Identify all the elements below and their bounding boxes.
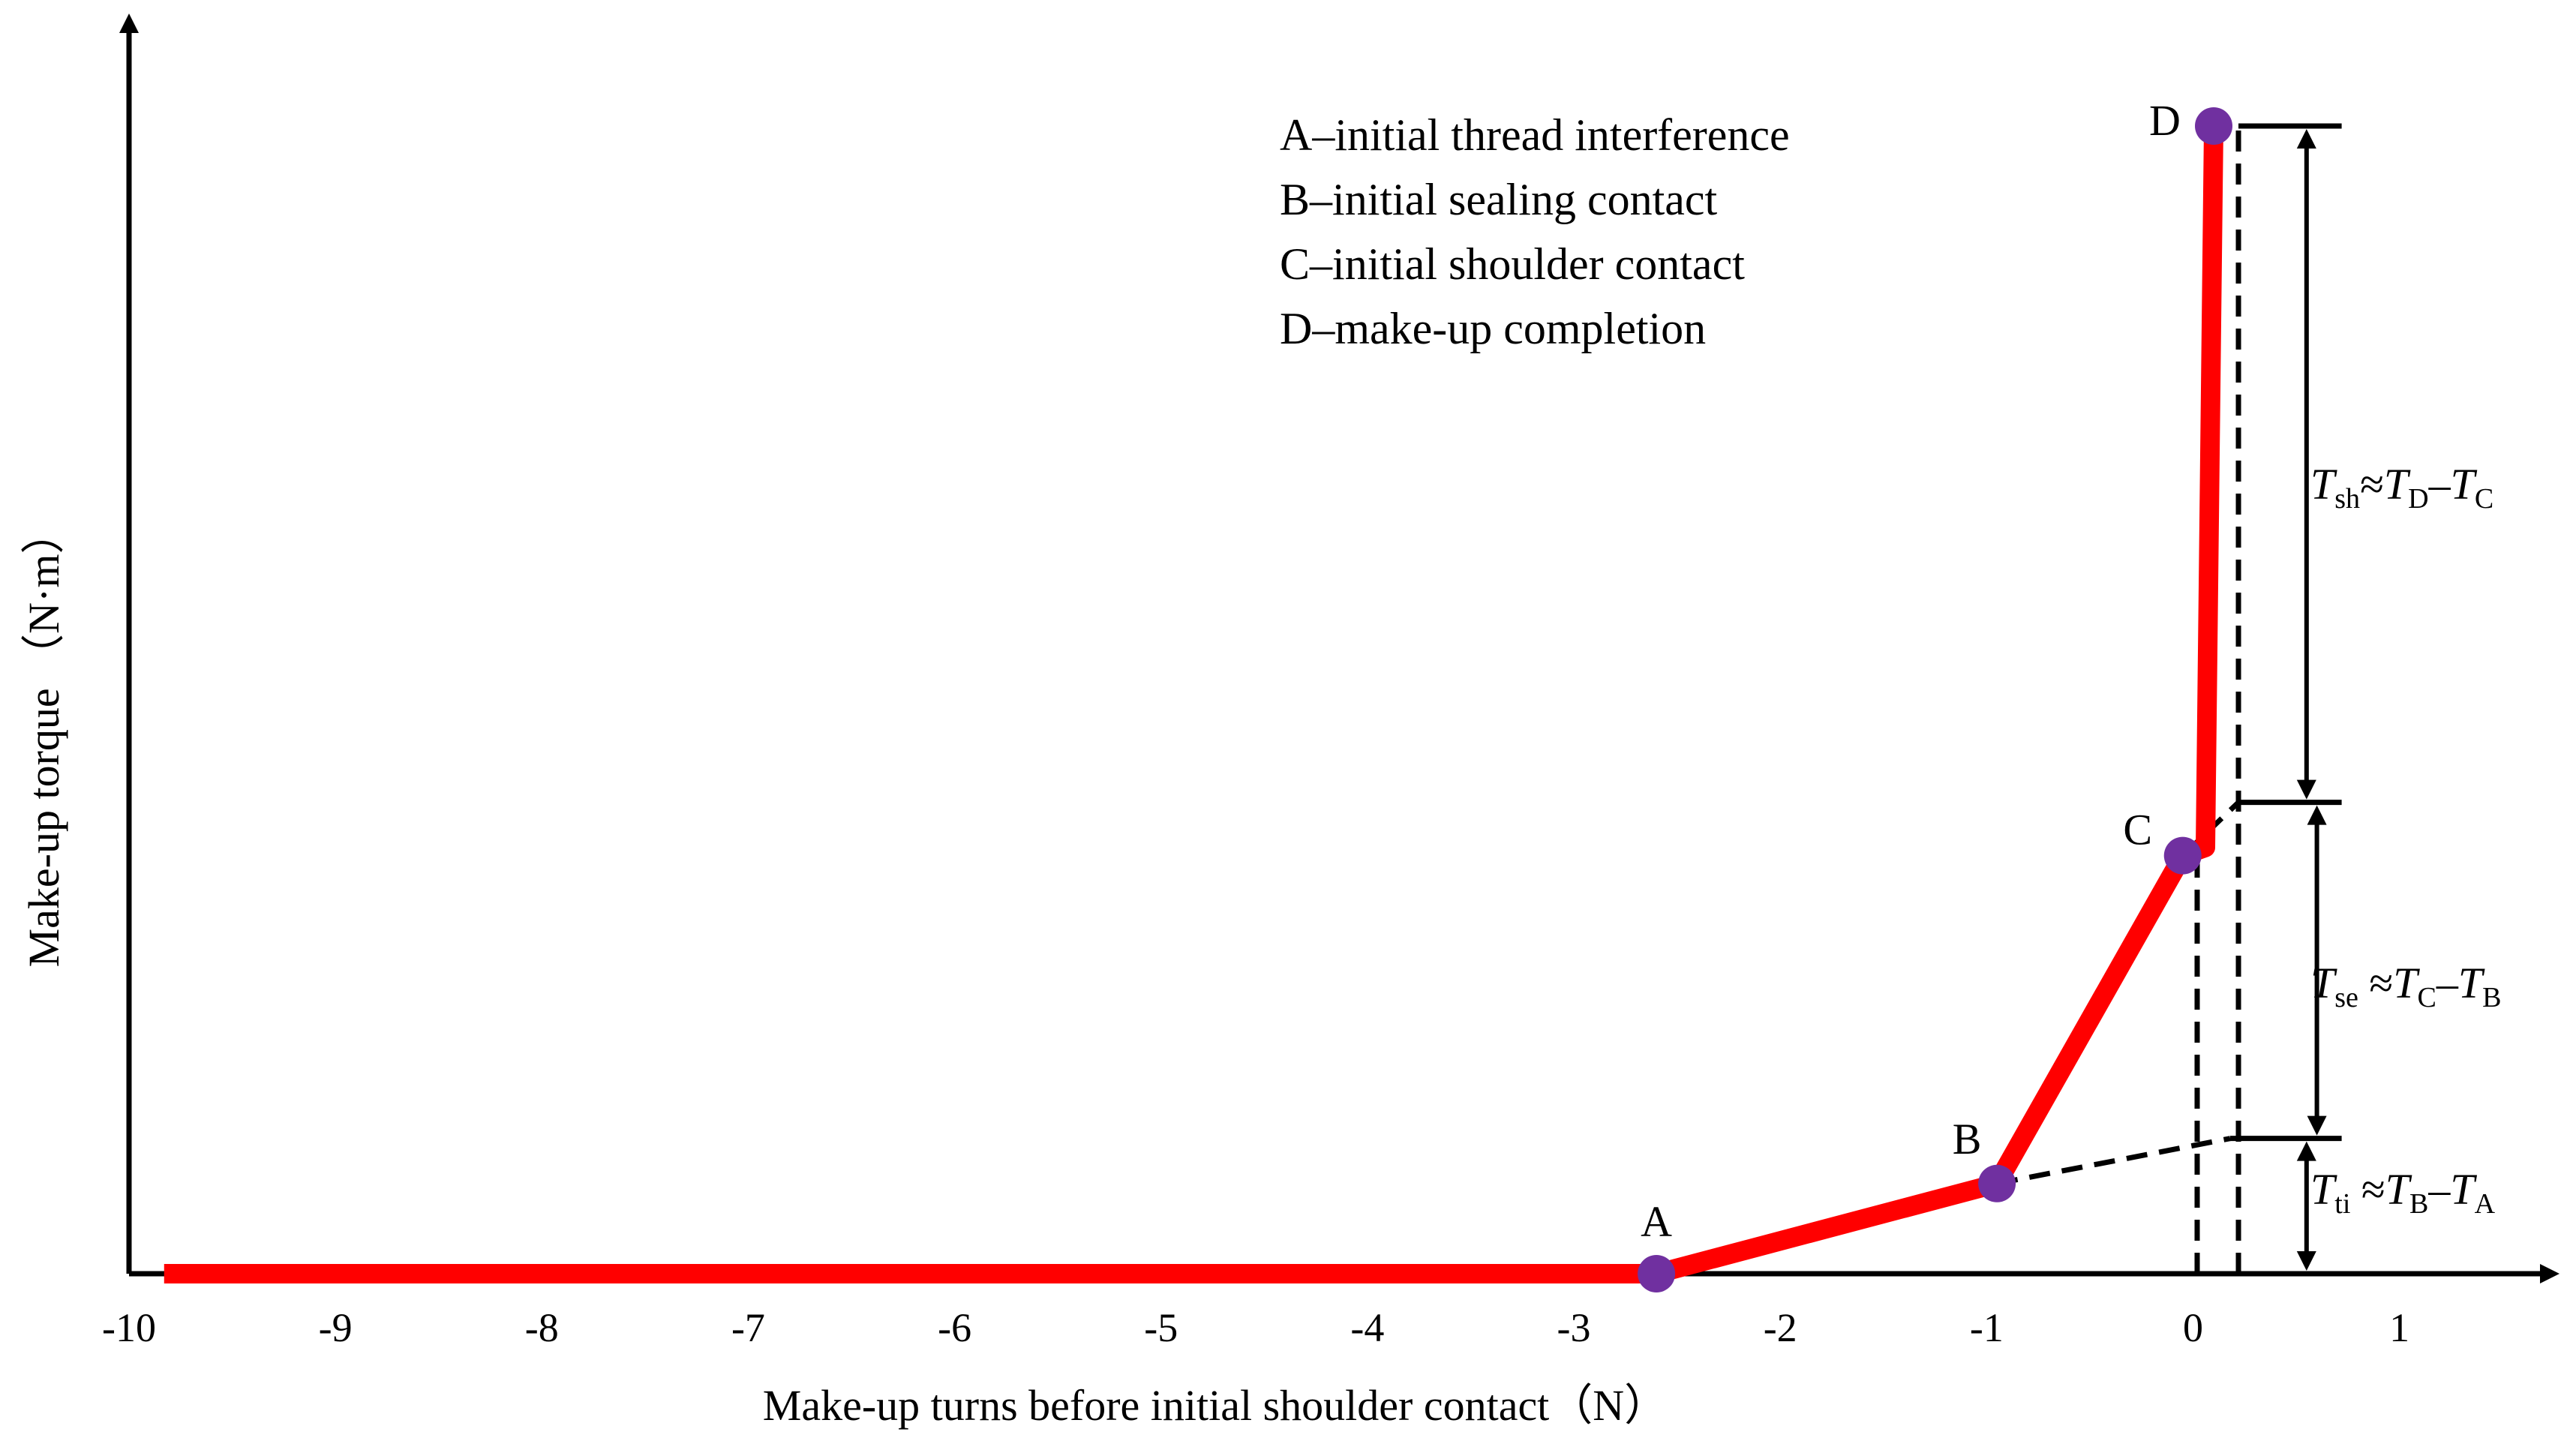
point-label-d: D <box>2149 96 2181 145</box>
x-tick-label: -2 <box>1764 1305 1797 1350</box>
x-tick-label: -10 <box>102 1305 156 1350</box>
x-tick-label: -3 <box>1557 1305 1591 1350</box>
key-points: A B C D <box>1638 96 2233 1292</box>
legend-item: C–initial shoulder contact <box>1280 239 1745 289</box>
point-b <box>1978 1164 2016 1202</box>
x-tick-label: -7 <box>731 1305 765 1350</box>
legend-item: A–initial thread interference <box>1280 110 1790 160</box>
legend-item: B–initial sealing contact <box>1280 175 1718 224</box>
torque-curve <box>164 125 2224 1283</box>
torque-annotation: Tse ≈TC–TB <box>2310 959 2502 1013</box>
x-tick-label: -8 <box>525 1305 559 1350</box>
torque-annotation: Tti ≈TB–TA <box>2310 1165 2496 1220</box>
dimension-arrow-down <box>2296 779 2316 800</box>
point-label-b: B <box>1953 1115 1982 1163</box>
x-axis-label: Make-up turns before initial shoulder co… <box>763 1381 1668 1430</box>
point-d <box>2195 107 2233 145</box>
torque-annotation: Tsh≈TD–TC <box>2310 460 2493 515</box>
dimension-arrow-up <box>2296 129 2316 149</box>
x-axis-arrow <box>2540 1264 2559 1283</box>
guide-lines <box>1656 126 2338 1277</box>
point-label-c: C <box>2123 806 2152 854</box>
x-tick-label: -1 <box>1970 1305 2004 1350</box>
legend-item: D–make-up completion <box>1280 304 1706 353</box>
x-tick-label: -9 <box>319 1305 353 1350</box>
annotations: Tsh≈TD–TC Tse ≈TC–TB Tti ≈TB–TA <box>2310 460 2502 1220</box>
x-tick-label: -6 <box>938 1305 971 1350</box>
point-c <box>2163 836 2202 875</box>
x-tick-label: -5 <box>1144 1305 1178 1350</box>
x-tick-label: -4 <box>1350 1305 1384 1350</box>
dimension-arrow-up <box>2296 1141 2316 1161</box>
x-tick-label: 0 <box>2183 1305 2203 1350</box>
dimension-arrow-up <box>2307 805 2327 825</box>
point-a <box>1638 1255 1676 1292</box>
dimension-arrow-down <box>2307 1115 2327 1136</box>
dimension-arrows <box>2230 123 2342 1271</box>
series <box>164 125 2224 1283</box>
dimension-arrow-down <box>2296 1251 2316 1271</box>
x-tick-label: 1 <box>2389 1305 2409 1350</box>
legend: A–initial thread interference B–initial s… <box>1280 110 1790 353</box>
y-axis-label: Make-up torque （N·m） <box>20 511 68 968</box>
point-label-a: A <box>1641 1197 1672 1246</box>
x-tick-labels: -10 -9 -8 -7 -6 -5 -4 -3 -2 -1 0 1 <box>102 1305 2409 1350</box>
guide-line <box>1996 1136 2231 1187</box>
y-axis-arrow <box>119 14 139 33</box>
